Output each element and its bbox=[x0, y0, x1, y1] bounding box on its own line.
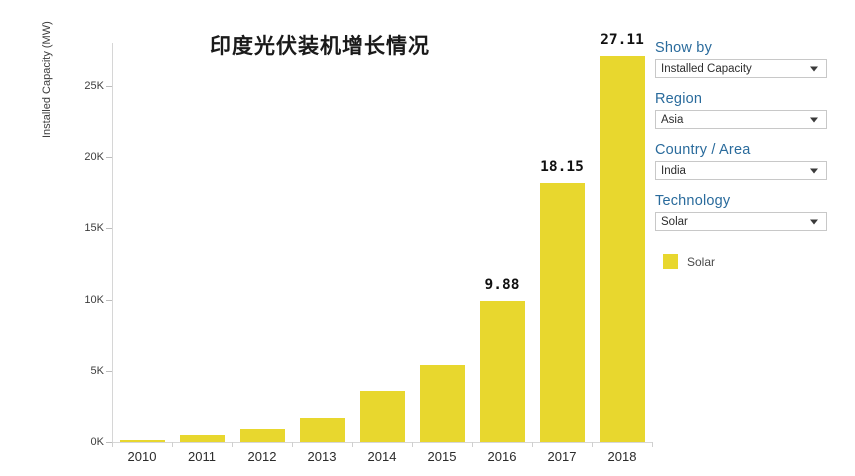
filter-technology-label: Technology bbox=[655, 193, 731, 209]
chart-legend: Solar bbox=[663, 254, 715, 269]
x-axis-tick-mark bbox=[172, 442, 173, 447]
bar-label-2018: 27.11 bbox=[600, 31, 644, 48]
filter-show-by-value: Installed Capacity bbox=[661, 62, 752, 75]
bar-2010[interactable] bbox=[119, 440, 165, 442]
bar-label-2016: 9.88 bbox=[484, 277, 520, 294]
filter-show-by: Show by Installed Capacity bbox=[655, 40, 827, 78]
filter-technology: Technology Solar bbox=[655, 193, 827, 231]
x-axis-tick-mark bbox=[412, 442, 413, 447]
filters-sidebar: Show by Installed Capacity Region Asia C… bbox=[655, 0, 855, 476]
x-axis-tick-mark bbox=[652, 442, 653, 447]
y-axis-tick-mark bbox=[106, 228, 112, 230]
x-axis-tick-mark bbox=[352, 442, 353, 447]
bar-2015[interactable] bbox=[419, 365, 465, 442]
x-axis-tick-label-2012: 2012 bbox=[247, 449, 277, 464]
x-axis-tick-label-2016: 2016 bbox=[487, 449, 517, 464]
chart-title: 印度光伏装机增长情况 bbox=[210, 34, 430, 58]
x-axis-tick-mark bbox=[292, 442, 293, 447]
y-axis-tick-label: 15K bbox=[84, 222, 104, 235]
x-axis-tick-mark bbox=[532, 442, 533, 447]
bar-2011[interactable] bbox=[179, 435, 225, 442]
x-axis-tick-mark bbox=[112, 442, 113, 447]
y-axis-line bbox=[112, 43, 113, 442]
chevron-down-icon bbox=[810, 117, 818, 122]
chevron-down-icon bbox=[810, 66, 818, 71]
y-axis-tick-mark bbox=[106, 299, 112, 301]
y-axis-tick-label: 0K bbox=[90, 436, 104, 448]
y-axis-tick-mark bbox=[106, 370, 112, 372]
filter-technology-select[interactable]: Solar bbox=[655, 212, 827, 231]
legend-label-solar: Solar bbox=[687, 254, 716, 269]
filter-region-label: Region bbox=[655, 91, 703, 107]
y-axis-tick-label: 5K bbox=[90, 364, 104, 377]
bar-2012[interactable] bbox=[239, 428, 285, 442]
bar-2017[interactable] bbox=[539, 183, 585, 442]
filter-show-by-label: Show by bbox=[655, 40, 713, 56]
x-axis-tick-label-2013: 2013 bbox=[307, 449, 337, 464]
y-axis-tick-mark bbox=[106, 442, 112, 443]
bar-2018[interactable] bbox=[599, 55, 645, 442]
plot-area bbox=[112, 43, 652, 442]
y-axis-tick-mark bbox=[106, 157, 112, 158]
bar-2013[interactable] bbox=[299, 417, 345, 442]
bar-label-2017: 18.15 bbox=[540, 159, 584, 176]
y-axis-tick-mark bbox=[106, 85, 112, 87]
x-axis-line bbox=[112, 442, 652, 443]
chart-panel: 印度光伏装机增长情况 Installed Capacity (MW) 0K 5K 1… bbox=[41, 21, 653, 464]
y-axis-tick-label: 10K bbox=[84, 293, 104, 306]
filter-show-by-select[interactable]: Installed Capacity bbox=[655, 59, 827, 78]
bar-2014[interactable] bbox=[359, 391, 405, 442]
x-axis-tick-label-2015: 2015 bbox=[427, 449, 457, 464]
x-axis-tick-label-2011: 2011 bbox=[188, 449, 216, 464]
filter-region-value: Asia bbox=[661, 113, 684, 126]
y-axis-tick-label: 20K bbox=[84, 151, 104, 163]
x-axis-tick-label-2017: 2017 bbox=[547, 449, 577, 464]
legend-swatch-solar bbox=[663, 254, 678, 269]
chevron-down-icon bbox=[810, 168, 818, 173]
y-axis-tick-label: 25K bbox=[84, 79, 104, 92]
filter-country-area-label: Country / Area bbox=[655, 142, 751, 158]
filter-country-area-select[interactable]: India bbox=[655, 161, 827, 180]
x-axis-tick-label-2018: 2018 bbox=[607, 449, 637, 464]
filter-region: Region Asia bbox=[655, 91, 827, 129]
x-axis-tick-label-2010: 2010 bbox=[127, 449, 157, 464]
filter-technology-value: Solar bbox=[661, 215, 688, 228]
filter-region-select[interactable]: Asia bbox=[655, 110, 827, 129]
x-axis-tick-mark bbox=[592, 442, 593, 447]
x-axis-tick-mark bbox=[232, 442, 233, 447]
filter-country-area-value: India bbox=[661, 164, 686, 177]
y-axis-title: Installed Capacity (MW) bbox=[41, 21, 53, 138]
bar-2016[interactable] bbox=[479, 301, 525, 442]
chevron-down-icon bbox=[810, 219, 818, 224]
x-axis-tick-label-2014: 2014 bbox=[367, 449, 397, 464]
filter-country-area: Country / Area India bbox=[655, 142, 827, 180]
x-axis-tick-mark bbox=[472, 442, 473, 447]
